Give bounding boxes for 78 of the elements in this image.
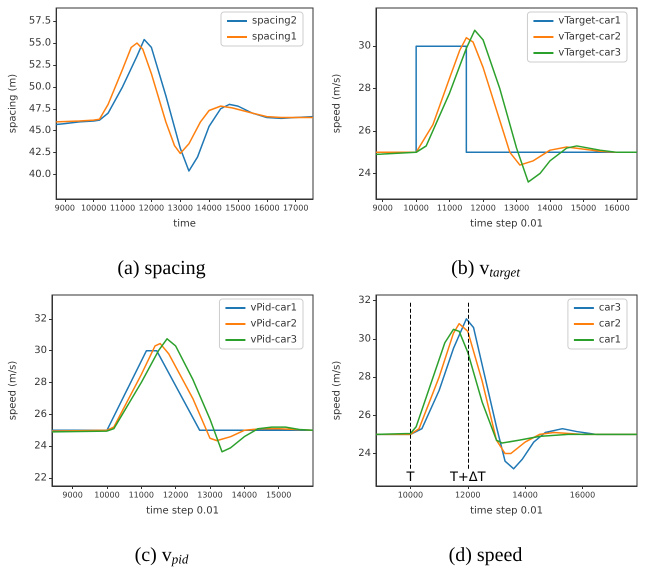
x-tick-label: 15000 xyxy=(570,204,596,212)
x-tick-label: 16000 xyxy=(570,490,596,500)
x-tick-label: 13000 xyxy=(504,204,530,212)
y-tick-label: 45.0 xyxy=(28,125,52,136)
y-tick-label: 52.5 xyxy=(28,59,52,70)
x-tick-label: 14000 xyxy=(196,204,222,212)
x-tick-label: 13000 xyxy=(197,490,223,500)
legend-label: car2 xyxy=(598,318,622,330)
y-tick-label: 28 xyxy=(358,83,371,94)
text: (d) speed xyxy=(448,544,522,566)
y-tick-label: 42.5 xyxy=(28,147,52,158)
x-tick-label: 16000 xyxy=(254,204,280,212)
x-tick-label: 14000 xyxy=(537,204,563,212)
text: (b) vtarget xyxy=(451,257,520,280)
legend-label: spacing2 xyxy=(252,16,298,26)
y-tick-label: 30 xyxy=(358,40,371,52)
y-tick-label: 55.0 xyxy=(28,38,52,49)
y-tick-label: 50.0 xyxy=(28,81,52,92)
text: (a) spacing xyxy=(117,257,206,279)
y-axis-title: speed (m/s) xyxy=(8,360,18,420)
x-tick-label: 12000 xyxy=(470,204,496,212)
y-tick-label: 30 xyxy=(34,345,47,356)
x-tick-label: 15000 xyxy=(266,490,292,500)
ref-line-label: T xyxy=(405,470,414,485)
legend-label: vPid-car3 xyxy=(250,334,297,346)
x-tick-label: 10000 xyxy=(403,204,429,212)
x-axis-title: time step 0.01 xyxy=(470,218,543,230)
x-tick-label: 10000 xyxy=(398,490,424,500)
x-tick-label: 14000 xyxy=(512,490,538,500)
y-tick-label: 28 xyxy=(34,377,47,388)
y-tick-label: 24 xyxy=(358,448,371,460)
x-axis-title: time step 0.01 xyxy=(146,506,219,516)
x-tick-label: 14000 xyxy=(232,490,258,500)
x-tick-label: 11000 xyxy=(110,204,136,212)
legend-label: car3 xyxy=(598,302,622,314)
legend-label: vTarget-car1 xyxy=(558,16,622,26)
y-axis-title: speed (m/s) xyxy=(332,360,342,420)
line-series xyxy=(375,30,638,183)
y-axis-title: spacing (m) xyxy=(8,74,18,134)
x-tick-label: 12000 xyxy=(162,490,188,500)
x-tick-label: 16000 xyxy=(604,204,630,212)
x-axis-title: time step 0.01 xyxy=(470,506,543,516)
y-tick-label: 24 xyxy=(34,440,47,452)
x-tick-label: 9000 xyxy=(62,490,83,500)
legend-label: vPid-car1 xyxy=(250,302,297,314)
x-tick-label: 10000 xyxy=(80,204,106,212)
y-tick-label: 40.0 xyxy=(28,168,52,180)
y-tick-label: 28 xyxy=(358,372,371,383)
legend-label: car1 xyxy=(598,334,622,346)
text: (c) vpid xyxy=(134,544,189,566)
y-tick-label: 47.5 xyxy=(28,103,52,114)
x-tick-label: 11000 xyxy=(436,204,462,212)
y-tick-label: 22 xyxy=(34,472,47,484)
legend-label: vTarget-car3 xyxy=(558,48,622,58)
y-tick-label: 57.5 xyxy=(28,16,52,27)
line-series xyxy=(55,42,314,154)
y-tick-label: 30 xyxy=(358,333,371,344)
y-tick-label: 26 xyxy=(34,408,47,420)
ref-line-label: T+ΔT xyxy=(448,470,486,485)
x-tick-label: 13000 xyxy=(168,204,193,212)
x-axis-title: time xyxy=(173,218,196,230)
x-tick-label: 11000 xyxy=(128,490,154,500)
y-tick-label: 32 xyxy=(358,295,371,306)
y-tick-label: 26 xyxy=(358,410,371,421)
x-tick-label: 17000 xyxy=(282,204,308,212)
legend-label: vTarget-car2 xyxy=(558,32,622,42)
legend-label: vPid-car2 xyxy=(250,318,297,330)
x-tick-label: 12000 xyxy=(455,490,481,500)
y-tick-label: 32 xyxy=(34,313,47,324)
y-axis-title: speed (m/s) xyxy=(332,74,342,134)
x-tick-label: 15000 xyxy=(225,204,251,212)
x-tick-label: 9000 xyxy=(372,204,393,212)
x-tick-label: 9000 xyxy=(54,204,76,212)
y-tick-label: 24 xyxy=(358,168,371,180)
y-tick-label: 26 xyxy=(358,126,371,137)
x-tick-label: 12000 xyxy=(138,204,164,212)
legend-label: spacing1 xyxy=(252,32,298,42)
x-tick-label: 10000 xyxy=(94,490,120,500)
